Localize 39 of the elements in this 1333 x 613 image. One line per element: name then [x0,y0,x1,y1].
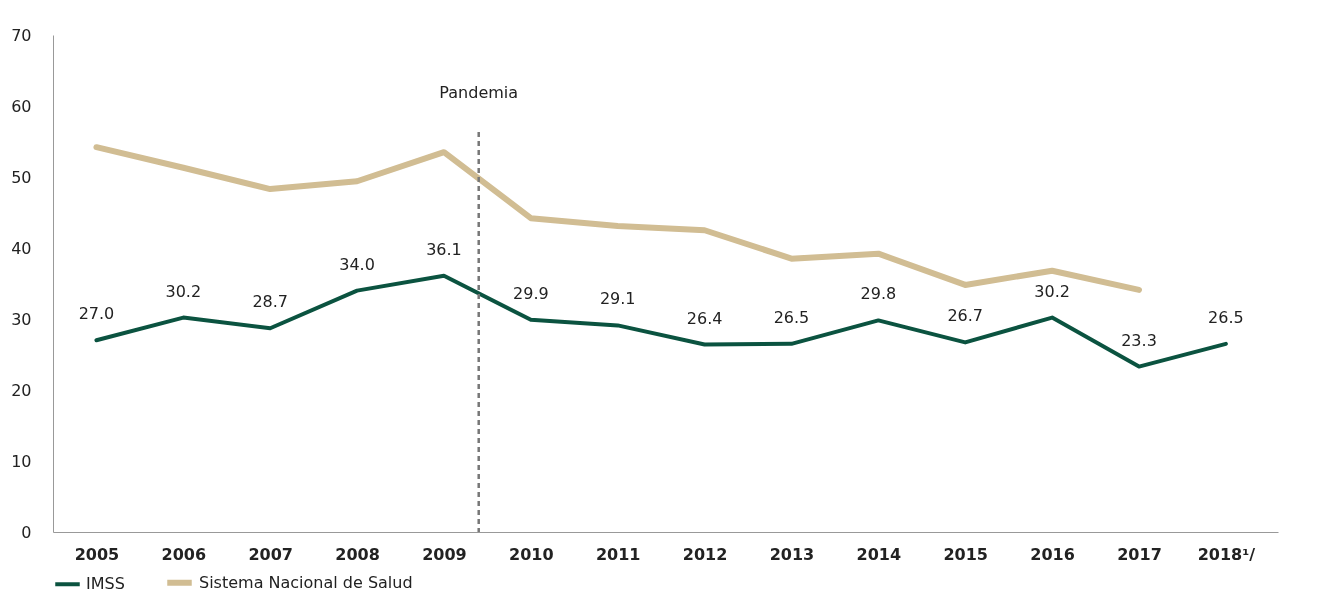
legend-label: IMSS [86,574,125,594]
x-tick-label: 2017 [1117,544,1162,564]
x-tick-label: 2013 [769,544,815,564]
x-tick-label: 2008 [335,544,380,564]
data-label: 28.7 [252,292,289,312]
data-label: 26.7 [947,306,984,326]
x-tick-label: 2014 [856,544,902,564]
x-tick-label: 2018¹/ [1197,544,1256,564]
y-tick-label: 70 [11,25,32,45]
data-label: 30.2 [1034,281,1070,301]
y-tick-label: 50 [11,167,32,187]
x-tick-label: 2010 [509,544,554,564]
y-tick-label: 20 [11,380,32,400]
x-tick-label: 2012 [682,544,728,564]
data-label: 23.3 [1121,330,1157,350]
data-label: 26.4 [686,308,723,328]
data-label: 27.0 [78,304,115,324]
x-tick-label: 2015 [943,544,988,564]
y-tick-label: 40 [11,238,32,258]
x-tick-label: 2011 [595,544,641,564]
data-label: 36.1 [426,239,462,259]
data-label: 26.5 [773,307,810,327]
data-label: 29.9 [513,283,549,303]
data-label: 26.5 [1208,307,1244,327]
ref-line-label: Pandemia [439,83,519,102]
data-label: 29.8 [860,284,897,304]
x-tick-label: 2009 [422,544,467,564]
y-tick-label: 60 [11,96,32,116]
x-tick-label: 2006 [161,544,207,564]
data-label: 30.2 [165,281,202,301]
x-tick-label: 2005 [74,544,120,564]
legend-label: Sistema Nacional de Salud [199,572,413,592]
data-label: 29.1 [599,289,636,309]
x-tick-label: 2007 [248,544,293,564]
x-tick-label: 2016 [1030,544,1075,564]
data-label: 34.0 [339,254,375,274]
y-tick-label: 30 [11,309,32,329]
y-tick-label: 10 [11,451,32,471]
y-tick-label: 0 [21,522,32,542]
